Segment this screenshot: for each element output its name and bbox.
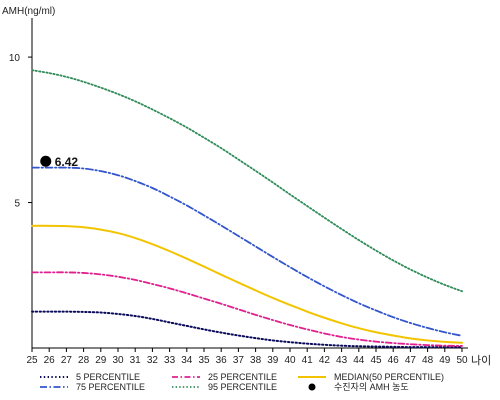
series-line-5-percentile: [31, 310, 463, 349]
x-tick-label: 44: [353, 355, 365, 366]
x-axis-label: 나이: [471, 354, 491, 367]
x-tick-label: 47: [405, 355, 417, 366]
legend-label: 95 PERCENTILE: [208, 382, 277, 392]
x-tick-label: 28: [78, 355, 90, 366]
x-tick-label: 38: [250, 355, 262, 366]
x-tick-label: 40: [284, 355, 296, 366]
x-tick-label: 36: [216, 355, 228, 366]
x-tick-label: 34: [181, 355, 193, 366]
series-line-median-50-percentile: [31, 224, 463, 344]
x-tick-label: 26: [44, 355, 56, 366]
x-tick-label: 35: [198, 355, 210, 366]
legend-label: 5 PERCENTILE: [76, 372, 140, 382]
x-tick-label: 41: [302, 355, 314, 366]
x-tick-label: 43: [336, 355, 348, 366]
x-tick-label: 42: [319, 355, 331, 366]
x-tick-label: 27: [61, 355, 73, 366]
y-tick-label: 5: [14, 199, 20, 210]
series-line-75-percentile: [31, 166, 463, 337]
x-tick-label: 37: [233, 355, 245, 366]
x-tick-label: 25: [26, 355, 38, 366]
y-tick-label: 10: [9, 53, 21, 64]
legend: 5 PERCENTILE 25 PERCENTILE MEDIAN(50 PERCE…: [40, 372, 444, 392]
y-tick-labels: 5 10: [9, 53, 32, 210]
x-tick-label: 31: [130, 355, 142, 366]
x-tick-label: 33: [164, 355, 176, 366]
axes: [31, 18, 468, 349]
series-line-25-percentile: [31, 271, 463, 347]
x-tick-label: 48: [422, 355, 434, 366]
series-lines: [31, 69, 463, 349]
legend-patient-label: 수진자의 AMH 농도: [334, 382, 409, 392]
series-line-95-percentile: [31, 69, 463, 293]
legend-patient-marker: [308, 383, 316, 391]
legend-label: MEDIAN(50 PERCENTILE): [334, 372, 444, 382]
patient-marker-group: 6.42: [40, 155, 78, 169]
x-tick-label: 49: [439, 355, 451, 366]
x-tick-label: 32: [147, 355, 159, 366]
patient-amh-point: [40, 155, 52, 167]
x-tick-label: 30: [112, 355, 124, 366]
patient-amh-value-label: 6.42: [55, 155, 79, 169]
legend-label: 75 PERCENTILE: [76, 382, 145, 392]
x-tick-labels: 25 26 27 28 29 30 31 32 33 34 35 36 37 38 39 40 41 42 43 44…: [26, 348, 468, 366]
x-tick-label: 39: [267, 355, 279, 366]
x-tick-label: 50: [456, 355, 468, 366]
y-axis-label: AMH(ng/ml): [2, 6, 55, 17]
x-tick-label: 46: [388, 355, 400, 366]
legend-label: 25 PERCENTILE: [208, 372, 277, 382]
x-tick-label: 29: [95, 355, 107, 366]
x-tick-label: 45: [370, 355, 382, 366]
